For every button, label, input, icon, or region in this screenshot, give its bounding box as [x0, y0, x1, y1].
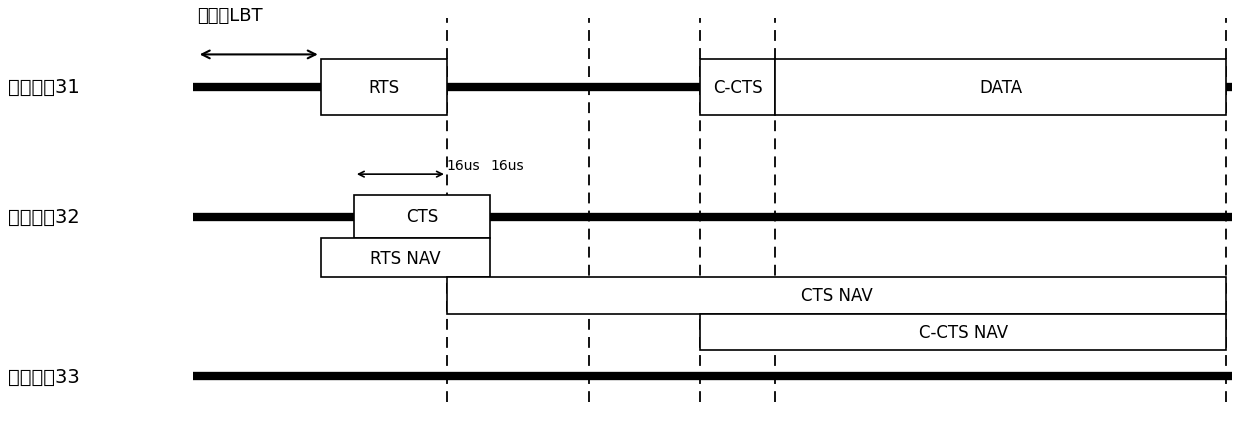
Text: DATA: DATA [978, 79, 1022, 97]
Bar [701, 59, 775, 116]
Text: 第四类LBT: 第四类LBT [197, 7, 263, 25]
Text: C-CTS NAV: C-CTS NAV [919, 323, 1008, 341]
Text: 16us: 16us [446, 159, 480, 173]
Text: 16us: 16us [490, 159, 523, 173]
Bar [701, 314, 1226, 351]
Text: CTS: CTS [405, 208, 438, 226]
Bar [446, 277, 1226, 314]
Bar [321, 239, 490, 277]
Text: 发送设备31: 发送设备31 [7, 78, 79, 97]
Text: RTS: RTS [368, 79, 399, 97]
Text: RTS NAV: RTS NAV [370, 249, 440, 267]
Text: CTS NAV: CTS NAV [801, 287, 873, 305]
Bar [321, 59, 446, 116]
Bar [353, 195, 490, 239]
Text: 接收设备32: 接收设备32 [7, 207, 79, 227]
Text: C-CTS: C-CTS [713, 79, 763, 97]
Bar [775, 59, 1226, 116]
Text: 其它设备33: 其它设备33 [7, 367, 79, 386]
